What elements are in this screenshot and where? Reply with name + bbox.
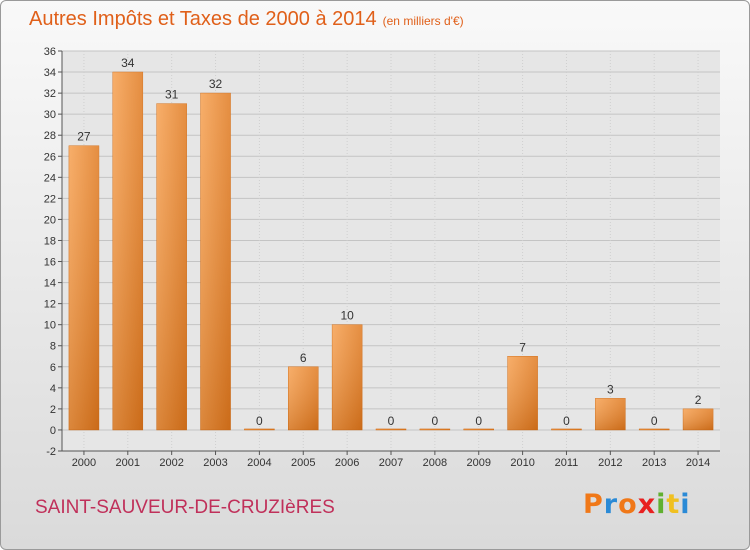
bar (375, 428, 407, 431)
bar-shade (595, 398, 626, 430)
bar-value-label: 2 (695, 393, 702, 407)
x-tick-label: 2011 (555, 457, 579, 469)
bar-layer: 27 34 31 32 0 6 10 0 0 0 7 0 3 0 2 (68, 56, 714, 431)
brand-letter: i (680, 489, 691, 520)
x-tick-label: 2005 (291, 457, 315, 469)
bar-shade (507, 356, 538, 430)
y-tick-label: 26 (44, 151, 56, 163)
y-tick-label: 8 (50, 341, 56, 353)
x-tick-label: 2006 (335, 457, 359, 469)
x-tick-label: 2001 (116, 457, 140, 469)
x-tick-label: 2002 (159, 457, 183, 469)
y-tick-label: 28 (44, 130, 56, 142)
bar-value-label: 27 (77, 130, 91, 144)
bar-value-label: 0 (651, 414, 658, 428)
brand-letter: o (618, 489, 638, 520)
y-tick-label: 14 (44, 278, 56, 290)
bar-shade (156, 103, 187, 430)
brand-letter: t (666, 489, 681, 520)
y-tick-label: 34 (44, 67, 56, 79)
bar-shade (288, 366, 319, 430)
brand-logo[interactable]: Proxiti (583, 489, 691, 520)
x-tick-label: 2013 (642, 457, 666, 469)
bar (419, 428, 451, 431)
brand-letter: x (637, 489, 657, 520)
x-tick-label: 2010 (510, 457, 534, 469)
bar (551, 428, 582, 431)
brand-letter: P (583, 489, 604, 520)
brand-letter: r (603, 489, 619, 520)
y-tick-label: 0 (50, 425, 56, 437)
bar-shade (200, 93, 231, 430)
y-tick-label: 30 (44, 109, 56, 121)
bar-shade (332, 324, 363, 430)
y-tick-label: 18 (44, 235, 56, 247)
y-tick-label: -2 (46, 446, 56, 458)
bar-value-label: 6 (300, 351, 307, 365)
y-tick-label: 32 (44, 88, 56, 100)
bar (638, 428, 670, 431)
bar-value-label: 0 (388, 414, 395, 428)
brand-letter: i (656, 489, 667, 520)
x-tick-label: 2008 (423, 457, 447, 469)
bar-value-label: 0 (563, 414, 570, 428)
y-tick-label: 6 (50, 362, 56, 374)
bar-value-label: 0 (256, 414, 263, 428)
chart-title: Autres Impôts et Taxes de 2000 à 2014 (en… (29, 8, 464, 31)
x-tick-label: 2000 (72, 457, 96, 469)
y-tick-label: 22 (44, 193, 56, 205)
y-tick-label: 16 (44, 257, 56, 269)
bar-value-label: 3 (607, 382, 614, 396)
bar-value-label: 34 (121, 56, 135, 70)
x-tick-label: 2009 (466, 457, 490, 469)
bar-value-label: 7 (519, 340, 526, 354)
y-tick-label: 24 (44, 172, 56, 184)
y-tick-label: 20 (44, 214, 56, 226)
chart-subtitle: (en milliers d'€) (382, 14, 464, 28)
x-tick-label: 2012 (598, 457, 622, 469)
bar-shade (683, 408, 714, 430)
bar-shade (112, 72, 143, 430)
x-tick-label: 2003 (203, 457, 227, 469)
commune-name: SAINT-SAUVEUR-DE-CRUZIèRES (35, 497, 335, 518)
y-tick-label: 4 (50, 383, 56, 395)
y-tick-label: 2 (50, 404, 56, 416)
x-tick-label: 2014 (686, 457, 710, 469)
y-tick-label: 12 (44, 299, 56, 311)
bar-shade (68, 145, 99, 430)
bar (463, 428, 494, 431)
x-tick-label: 2007 (379, 457, 403, 469)
x-tick-label: 2004 (247, 457, 271, 469)
y-tick-label: 10 (44, 320, 56, 332)
bar-value-label: 10 (340, 309, 354, 323)
bar-value-label: 31 (165, 88, 179, 102)
bar-value-label: 32 (209, 77, 223, 91)
bar (244, 428, 275, 431)
bar-value-label: 0 (475, 414, 482, 428)
chart-title-text: Autres Impôts et Taxes de 2000 à 2014 (29, 8, 377, 30)
y-tick-label: 36 (44, 46, 56, 58)
bar-value-label: 0 (432, 414, 439, 428)
